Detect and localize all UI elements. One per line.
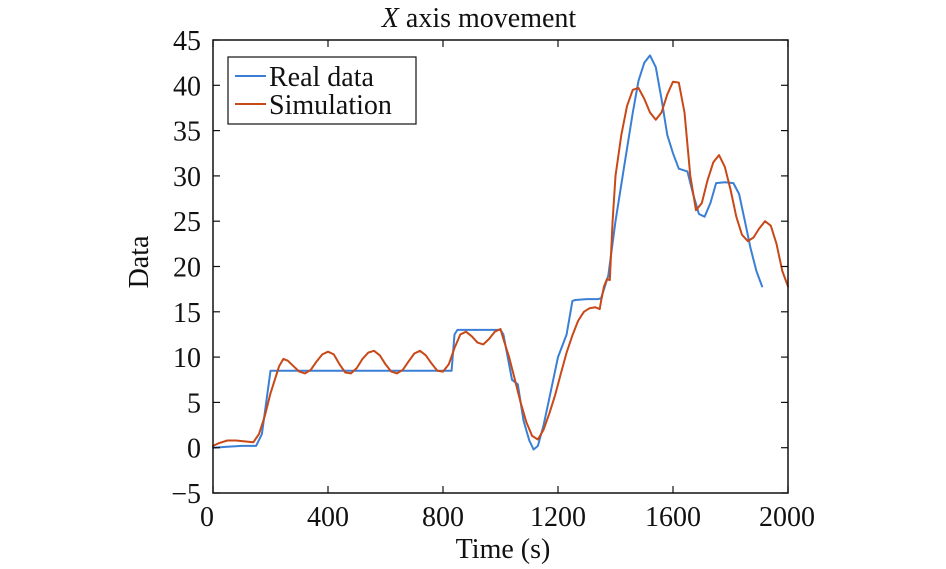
legend-label-real-data: Real data: [269, 62, 375, 93]
y-tick-label: 25: [173, 207, 201, 238]
y-tick-label: 15: [173, 298, 201, 329]
x-tick-label: 1600: [645, 502, 701, 533]
legend-label-simulation: Simulation: [269, 90, 392, 121]
y-tick-label: −5: [171, 479, 201, 510]
y-tick-label: 35: [173, 117, 201, 148]
y-tick-label: 20: [173, 253, 201, 284]
x-tick-label: 0: [200, 502, 214, 533]
legend-box: [227, 56, 417, 125]
y-axis-label: Data: [124, 235, 155, 288]
chart-title-italic: X: [381, 3, 400, 34]
chart-title-rest: axis movement: [399, 3, 577, 34]
y-tick-label: 40: [173, 71, 201, 102]
y-tick-label: 10: [173, 343, 201, 374]
y-tick-label: 30: [173, 162, 201, 193]
series-line-real-data: [212, 54, 764, 451]
x-axis-label: Time (s): [456, 534, 551, 565]
y-tick-label: 5: [187, 388, 201, 419]
y-tick-label: 45: [173, 26, 201, 57]
chart-title: X axis movement: [381, 3, 577, 34]
x-tick-label: 1200: [530, 502, 586, 533]
y-tick-label: 0: [187, 434, 201, 465]
plot-lines: [212, 54, 789, 451]
plot-frame: [212, 39, 789, 494]
x-tick-label: 800: [422, 502, 464, 533]
legend: Real data Simulation: [227, 56, 417, 125]
x-tick-label: 400: [307, 502, 349, 533]
x-tick-label: 2000: [759, 502, 815, 533]
series-line-simulation: [212, 80, 789, 447]
